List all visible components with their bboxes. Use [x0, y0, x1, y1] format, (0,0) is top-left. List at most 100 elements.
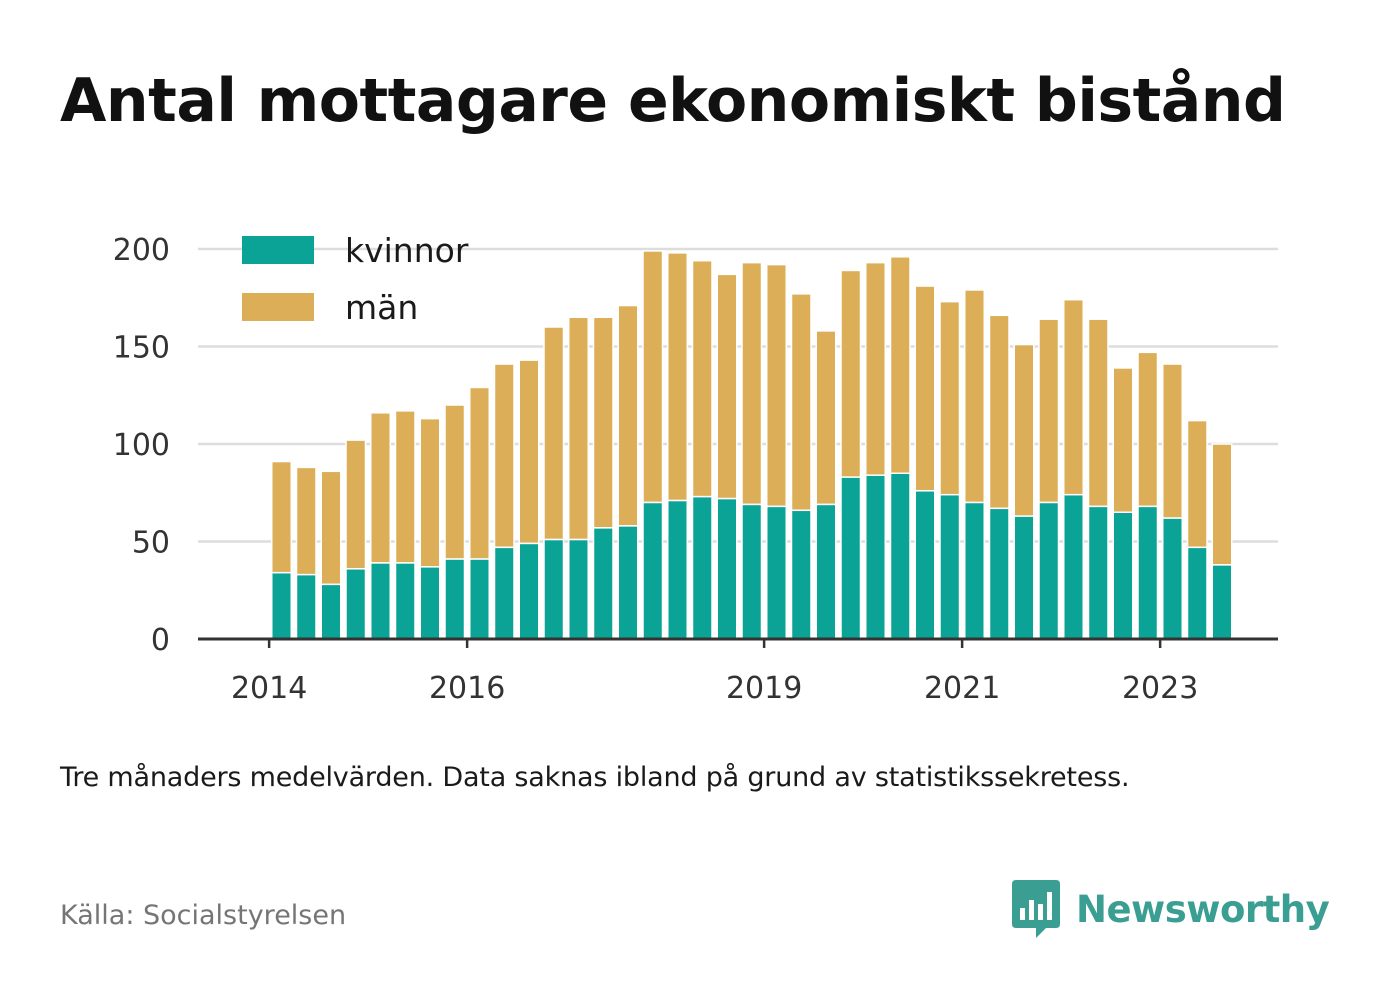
bar-man — [271, 460, 292, 574]
bar-kvinnor — [1211, 564, 1233, 640]
bar-man — [914, 285, 936, 492]
bar-kvinnor — [815, 503, 837, 640]
bar-kvinnor — [667, 499, 688, 640]
bar-kvinnor — [1013, 515, 1035, 640]
bar-kvinnor — [370, 562, 391, 640]
bar-kvinnor — [1112, 511, 1134, 640]
x-tick-label: 2021 — [924, 671, 1000, 706]
bar-man — [370, 412, 391, 564]
bar-man — [840, 269, 862, 478]
bar-kvinnor — [444, 558, 466, 640]
bar-kvinnor — [741, 503, 763, 640]
bar-kvinnor — [691, 495, 713, 640]
bar-man — [444, 404, 466, 560]
x-tick-label: 2023 — [1122, 671, 1198, 706]
bar-kvinnor — [469, 558, 490, 640]
x-tick-label: 2019 — [726, 671, 802, 706]
bar-man — [667, 252, 688, 502]
bar-man — [345, 439, 367, 570]
x-tick-label: 2014 — [231, 671, 307, 706]
bar-man — [543, 326, 565, 541]
bar-man — [469, 386, 490, 560]
bar-man — [592, 316, 614, 529]
bar-kvinnor — [568, 538, 589, 640]
bar-man — [716, 273, 738, 500]
bar-kvinnor — [1038, 501, 1060, 640]
bar-man — [939, 300, 961, 496]
bar-man — [1211, 443, 1233, 566]
bar-kvinnor — [1087, 505, 1109, 640]
legend-label-man: män — [345, 288, 418, 327]
chart-note: Tre månaders medelvärden. Data saknas ib… — [60, 762, 1130, 793]
bar-kvinnor — [1137, 505, 1159, 640]
bar-kvinnor — [518, 542, 540, 640]
bar-kvinnor — [617, 525, 639, 640]
bars — [271, 250, 1233, 640]
y-tick-label: 100 — [113, 428, 170, 463]
bar-kvinnor — [716, 497, 738, 640]
bar-kvinnor — [914, 490, 936, 640]
legend: kvinnor män — [242, 231, 469, 327]
legend-swatch-kvinnor — [242, 236, 314, 264]
bar-man — [1162, 363, 1183, 519]
bar-kvinnor — [394, 562, 416, 640]
legend-swatch-man — [242, 293, 314, 321]
chart-title: Antal mottagare ekonomiskt bistånd — [60, 66, 1286, 136]
bar-man — [1112, 367, 1134, 514]
y-tick-label: 0 — [151, 623, 170, 658]
bar-man — [1013, 343, 1035, 517]
bar-man — [766, 263, 787, 508]
x-axis-tick-labels: 2014 2016 2019 2021 2023 — [231, 639, 1198, 706]
bar-kvinnor — [1162, 517, 1183, 640]
bar-kvinnor — [964, 501, 985, 640]
bar-kvinnor — [865, 474, 886, 640]
bar-kvinnor — [295, 573, 317, 640]
bar-kvinnor — [840, 476, 862, 640]
bar-kvinnor — [766, 505, 787, 640]
bar-kvinnor — [939, 493, 961, 640]
bar-kvinnor — [543, 538, 565, 640]
source-label: Källa: Socialstyrelsen — [60, 900, 347, 931]
bar-kvinnor — [889, 472, 911, 640]
bar-man — [320, 470, 342, 586]
x-tick-label: 2016 — [429, 671, 505, 706]
bar-man — [493, 363, 515, 549]
bar-chart-speech-bubble-icon — [1012, 880, 1060, 938]
bar-kvinnor — [642, 501, 664, 640]
bar-man — [741, 261, 763, 506]
bar-kvinnor — [493, 546, 515, 640]
bar-man — [419, 417, 441, 568]
bar-man — [518, 359, 540, 545]
bar-man — [617, 304, 639, 527]
bar-kvinnor — [988, 507, 1010, 640]
y-axis-tick-labels: 0 50 100 150 200 — [113, 233, 170, 658]
bar-man — [1137, 351, 1159, 508]
bar-man — [394, 410, 416, 564]
legend-label-kvinnor: kvinnor — [345, 231, 469, 270]
bar-man — [1063, 298, 1084, 496]
y-tick-label: 50 — [132, 526, 170, 561]
bar-man — [1087, 318, 1109, 508]
bar-man — [568, 316, 589, 541]
bar-man — [964, 289, 985, 504]
y-tick-label: 150 — [113, 331, 170, 366]
bar-man — [815, 330, 837, 506]
bar-man — [1038, 318, 1060, 504]
bar-man — [988, 314, 1010, 510]
y-tick-label: 200 — [113, 233, 170, 268]
bar-kvinnor — [790, 509, 812, 640]
newsworthy-logo[interactable]: Newsworthy — [1010, 878, 1330, 940]
bar-man — [889, 256, 911, 474]
brand-name: Newsworthy — [1076, 887, 1330, 931]
bar-kvinnor — [419, 566, 441, 640]
bar-man — [790, 293, 812, 512]
bar-man — [295, 466, 317, 576]
bar-kvinnor — [345, 568, 367, 640]
bar-kvinnor — [271, 571, 292, 640]
bar-kvinnor — [592, 527, 614, 640]
bar-kvinnor — [1186, 546, 1208, 640]
bar-man — [691, 259, 713, 498]
bar-man — [1186, 419, 1208, 549]
bar-kvinnor — [320, 583, 342, 640]
